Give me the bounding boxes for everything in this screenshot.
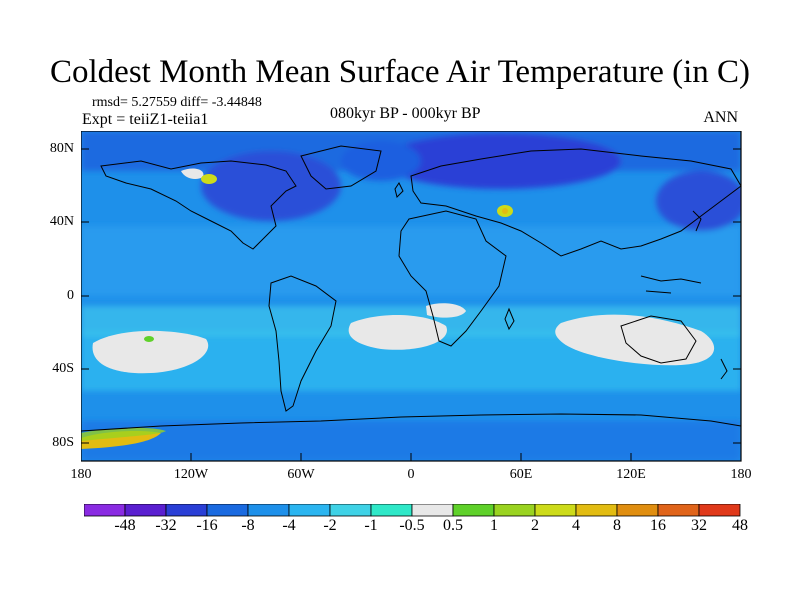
x-tick-label: 120W xyxy=(173,467,209,482)
colorbar-label: 1 xyxy=(490,517,498,534)
x-tick-label: 60W xyxy=(287,467,315,482)
y-tick-label: 40S xyxy=(52,361,74,376)
colorbar-label: 0.5 xyxy=(443,517,463,534)
colorbar-label: -1 xyxy=(364,517,378,534)
colorbar-label: 16 xyxy=(650,517,666,534)
greenland-cold-region xyxy=(341,141,421,181)
north-america-outline xyxy=(100,160,297,250)
uk-outline xyxy=(394,182,404,198)
europe-asia-outline xyxy=(410,148,741,257)
southwest-atlantic-patch xyxy=(426,303,466,318)
south-atlantic-patch xyxy=(348,315,447,350)
x-tick-label: 120E xyxy=(616,467,646,482)
season-label: ANN xyxy=(703,109,738,126)
colorbar-swatch xyxy=(124,504,167,517)
x-axis-ticks xyxy=(81,453,742,461)
colorbar-label: -8 xyxy=(241,517,255,534)
madagascar-outline xyxy=(504,307,515,331)
antarctic-green-patch xyxy=(81,427,166,441)
colorbar-label: 32 xyxy=(691,517,707,534)
colorbar-label: -32 xyxy=(155,517,177,534)
siberia-cold-region xyxy=(381,133,621,189)
colorbar-swatch xyxy=(370,504,413,517)
greenland-outline xyxy=(300,145,382,190)
colorbar-swatch xyxy=(247,504,290,517)
colorbar-swatch xyxy=(288,504,331,517)
stats-label: rmsd= 5.27559 diff= -3.44848 xyxy=(92,95,262,110)
colorbar-swatch xyxy=(84,504,126,517)
small-green-spot xyxy=(144,336,154,342)
warm-anomalies xyxy=(81,174,513,449)
x-tick-label: 180 xyxy=(730,467,752,482)
south-pacific-patch xyxy=(92,330,209,374)
south-indian-patch xyxy=(555,314,715,366)
colorbar-swatch xyxy=(698,504,741,517)
colorbar-swatch xyxy=(493,504,536,517)
colorbar-label: -48 xyxy=(114,517,136,534)
japan-outline xyxy=(692,210,702,232)
north-america-cold-region xyxy=(201,151,341,221)
colorbar-swatch xyxy=(452,504,495,517)
colorbar-label: -4 xyxy=(282,517,296,534)
y-tick-label: 80N xyxy=(49,141,74,156)
arctic-patch xyxy=(181,168,204,179)
colorbar-label: -16 xyxy=(196,517,218,534)
experiment-label: Expt = teiiZ1-teiia1 xyxy=(82,111,209,128)
coastlines xyxy=(81,145,741,432)
australia-outline xyxy=(620,315,697,364)
y-tick-label: 40N xyxy=(49,214,74,229)
colorbar xyxy=(84,504,741,517)
y-tick-label: 80S xyxy=(52,435,74,450)
colorbar-swatch xyxy=(165,504,208,517)
tropical-band xyxy=(81,226,741,296)
x-tick-label: 60E xyxy=(509,467,533,482)
indonesia-outline xyxy=(640,275,702,294)
period-label: 080kyr BP - 000kyr BP xyxy=(330,105,481,122)
colorbar-label: 48 xyxy=(732,517,748,534)
y-tick-label: 0 xyxy=(67,288,74,303)
colorbar-swatch xyxy=(206,504,249,517)
colorbar-swatch xyxy=(411,504,454,517)
colorbar-label: -2 xyxy=(323,517,337,534)
colorbar-swatch xyxy=(534,504,577,517)
colorbar-label: 8 xyxy=(613,517,621,534)
x-tick-label: 180 xyxy=(70,467,92,482)
near-zero-patches xyxy=(92,168,715,374)
colorbar-swatch xyxy=(616,504,659,517)
colorbar-swatch xyxy=(657,504,700,517)
colorbar-label: -0.5 xyxy=(399,517,425,534)
temperature-map xyxy=(81,131,742,462)
figure-title: Coldest Month Mean Surface Air Temperatu… xyxy=(50,54,750,90)
y-axis-ticks xyxy=(81,148,741,444)
x-tick-label: 0 xyxy=(407,467,415,482)
africa-outline xyxy=(398,210,507,347)
colorbar-swatch xyxy=(329,504,372,517)
south-america-outline xyxy=(268,275,337,412)
greenland-warm-spot xyxy=(201,174,217,184)
colorbar-label: 4 xyxy=(572,517,580,534)
new-zealand-outline xyxy=(720,358,728,380)
colorbar-label: 2 xyxy=(531,517,539,534)
colorbar-swatch xyxy=(575,504,618,517)
east-asia-cold-region xyxy=(656,171,741,231)
antarctica-outline xyxy=(81,413,741,432)
